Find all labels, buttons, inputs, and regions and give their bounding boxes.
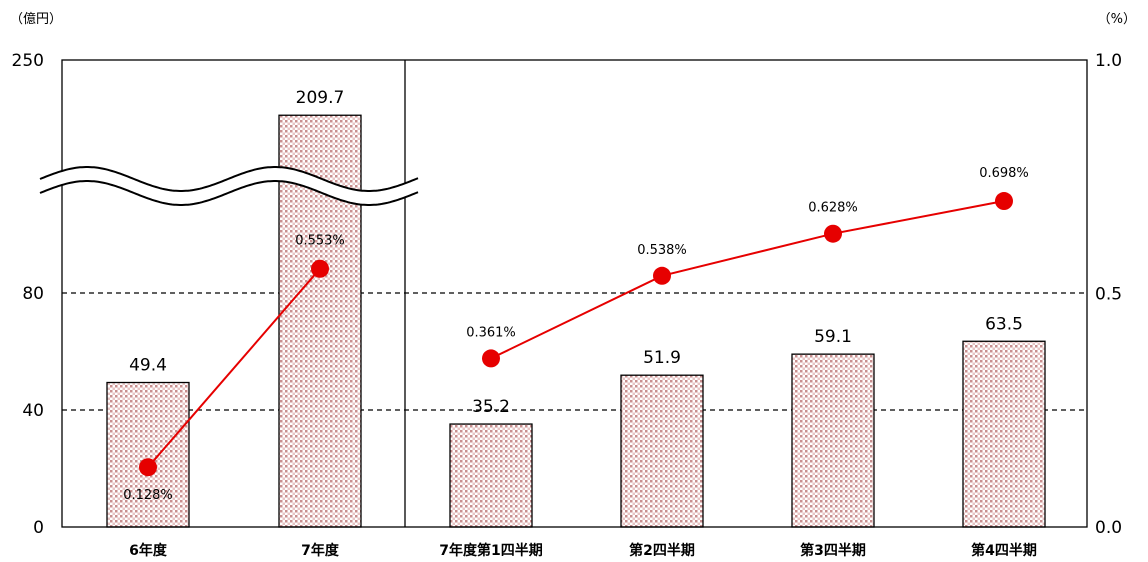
- y-left-tick-label: 0: [33, 518, 44, 538]
- rate-marker: [139, 458, 157, 477]
- bar: [106, 381, 190, 528]
- bar: [620, 374, 704, 528]
- bar-value-label: 35.2: [472, 397, 510, 417]
- x-category-label: 第2四半期: [629, 542, 695, 559]
- x-category-label: 第3四半期: [800, 542, 866, 559]
- bar-value-label: 209.7: [296, 88, 345, 108]
- bar-value-label: 49.4: [129, 356, 167, 376]
- rate-value-label: 0.553%: [295, 234, 345, 249]
- x-category-label: 第4四半期: [971, 542, 1037, 559]
- rate-value-label: 0.538%: [637, 243, 687, 258]
- rate-value-label: 0.698%: [979, 166, 1029, 181]
- rate-value-label: 0.128%: [123, 488, 173, 503]
- bar: [962, 340, 1046, 528]
- bar-value-label: 59.1: [814, 327, 852, 347]
- plot-frame: [61, 59, 1088, 528]
- rate-marker: [482, 349, 500, 368]
- axis-break-band: [37, 167, 421, 205]
- rate-marker: [824, 224, 842, 243]
- bar-value-label: 51.9: [643, 348, 681, 368]
- y-left-tick-label: 40: [22, 401, 44, 421]
- rate-line-segment: [490, 200, 1005, 360]
- y-left-tick-label: 250: [12, 51, 44, 71]
- rate-marker: [995, 192, 1013, 211]
- bar-value-label: 63.5: [985, 314, 1023, 334]
- bar: [449, 423, 533, 528]
- y-right-tick-label: 0.5: [1095, 285, 1122, 305]
- axis-break-wave: [39, 166, 419, 192]
- rate-line-segment: [147, 268, 321, 468]
- y-left-tick-label: 80: [22, 284, 44, 304]
- axis-break-wave: [39, 180, 419, 206]
- right-axis-unit: （%）: [1097, 12, 1136, 27]
- bar: [791, 353, 875, 528]
- left-axis-unit: （億円）: [10, 12, 63, 27]
- rate-value-label: 0.361%: [466, 325, 516, 340]
- x-category-label: 7年度: [301, 542, 340, 559]
- rate-marker: [311, 259, 329, 278]
- rate-value-label: 0.628%: [808, 201, 858, 216]
- y-right-tick-label: 0.0: [1095, 518, 1122, 538]
- rate-marker: [653, 266, 671, 285]
- x-category-label: 7年度第1四半期: [439, 542, 542, 559]
- y-right-tick-label: 1.0: [1095, 51, 1122, 71]
- x-category-label: 6年度: [129, 542, 168, 559]
